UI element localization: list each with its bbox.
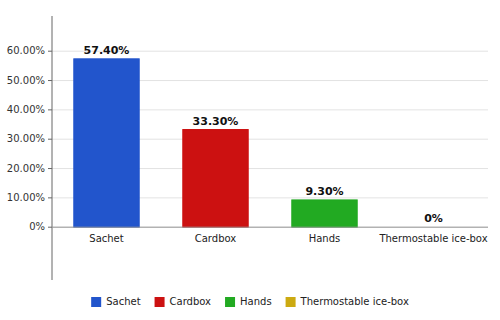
tick-mark xyxy=(48,51,52,52)
category-label: Thermostable ice-box xyxy=(378,233,487,244)
legend: Sachet Cardbox Hands Thermostable ice-box xyxy=(91,296,409,307)
legend-item: Hands xyxy=(225,296,272,307)
grid xyxy=(52,51,488,227)
chart: 0% 10.00% 20.00% 30.00% 40.00% 50.00% 60.00% 57… xyxy=(0,0,500,320)
bar xyxy=(292,200,357,227)
baseline xyxy=(52,227,488,228)
tick-mark xyxy=(48,227,52,228)
tick-mark xyxy=(48,109,52,110)
tick-mark xyxy=(48,80,52,81)
tick-label: 40.00% xyxy=(7,104,45,115)
bars xyxy=(74,59,357,227)
tick-label: 50.00% xyxy=(7,75,45,86)
tick-mark xyxy=(48,139,52,140)
tick-mark xyxy=(48,197,52,198)
legend-swatch xyxy=(91,297,101,307)
legend-swatch xyxy=(225,297,235,307)
tick-label: 0% xyxy=(29,221,45,232)
legend-item: Thermostable ice-box xyxy=(286,296,409,307)
legend-label: Sachet xyxy=(106,296,140,307)
grid-line xyxy=(52,227,488,228)
tick-label: 30.00% xyxy=(7,133,45,144)
legend-label: Cardbox xyxy=(170,296,212,307)
tick-label: 20.00% xyxy=(7,163,45,174)
category-label: Sachet xyxy=(89,233,123,244)
tick-label: 60.00% xyxy=(7,45,45,56)
bar xyxy=(74,59,139,227)
legend-item: Cardbox xyxy=(155,296,212,307)
y-axis-line xyxy=(52,16,53,280)
category-label: Hands xyxy=(309,233,341,244)
legend-swatch xyxy=(155,297,165,307)
tick-mark xyxy=(48,168,52,169)
data-label: 0% xyxy=(424,212,443,225)
legend-label: Thermostable ice-box xyxy=(300,296,409,307)
bar xyxy=(183,130,248,228)
data-label: 33.30% xyxy=(193,115,239,128)
data-label: 9.30% xyxy=(305,185,343,198)
category-label: Cardbox xyxy=(195,233,237,244)
legend-label: Hands xyxy=(240,296,272,307)
tick-label: 10.00% xyxy=(7,192,45,203)
legend-swatch xyxy=(286,297,296,307)
legend-item: Sachet xyxy=(91,296,140,307)
data-label: 57.40% xyxy=(84,44,130,57)
